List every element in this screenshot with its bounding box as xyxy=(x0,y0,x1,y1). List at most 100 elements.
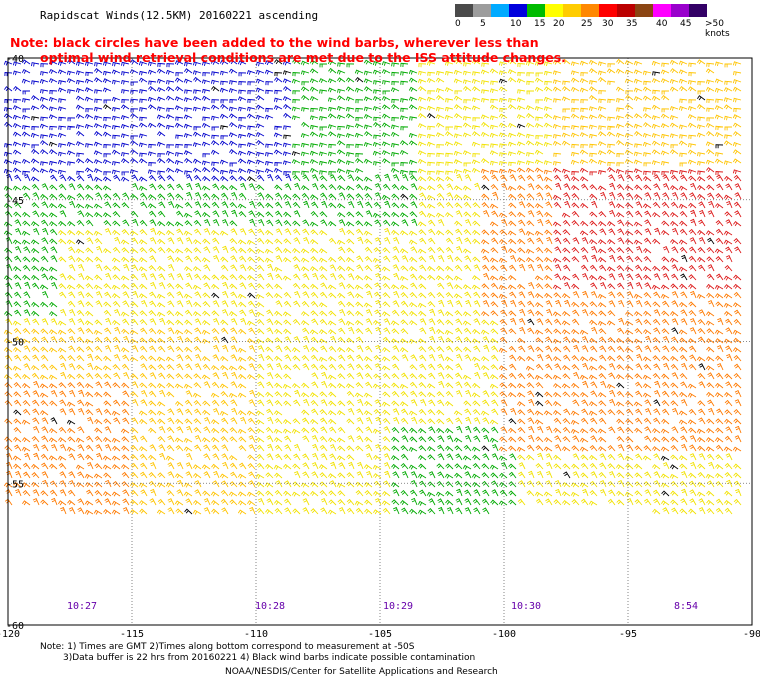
wind-barb xyxy=(292,355,301,362)
wind-barb xyxy=(13,301,22,308)
wind-barb xyxy=(336,114,346,120)
wind-barb xyxy=(644,407,652,416)
wind-barb xyxy=(471,97,481,103)
wind-barb xyxy=(696,428,706,434)
wind-barb xyxy=(669,86,679,92)
wind-barb xyxy=(183,437,193,443)
wind-barb xyxy=(679,346,688,353)
wind-barb xyxy=(355,157,364,164)
wind-barb xyxy=(40,134,49,139)
wind-barb xyxy=(400,193,409,200)
wind-barb xyxy=(483,344,490,353)
wind-barb xyxy=(355,99,364,104)
wind-barb xyxy=(462,79,472,85)
wind-barb xyxy=(195,182,202,191)
wind-barb xyxy=(517,426,526,434)
wind-barb xyxy=(319,417,328,425)
wind-barb xyxy=(463,327,472,335)
wind-barb xyxy=(463,201,472,209)
wind-barb xyxy=(698,201,706,209)
wind-barb xyxy=(49,174,58,182)
wind-barb xyxy=(328,329,337,335)
wind-barb xyxy=(220,489,229,497)
wind-barb xyxy=(625,364,634,371)
wind-barb xyxy=(391,390,400,398)
wind-barb xyxy=(400,319,409,326)
wind-barb xyxy=(148,80,157,85)
wind-barb xyxy=(670,169,679,175)
wind-barb xyxy=(149,281,157,290)
wind-barb xyxy=(130,454,139,461)
wind-barb xyxy=(274,382,283,389)
wind-barb xyxy=(356,372,364,380)
wind-barb xyxy=(338,506,346,515)
wind-barb xyxy=(301,185,310,191)
wind-barb xyxy=(607,221,616,227)
wind-barb xyxy=(400,499,409,506)
wind-barb xyxy=(112,106,121,112)
wind-barb xyxy=(481,202,490,209)
wind-barb xyxy=(175,210,184,218)
wind-barb xyxy=(114,236,121,245)
wind-barb xyxy=(248,444,256,452)
wind-barb xyxy=(148,174,157,182)
wind-barb xyxy=(616,153,625,158)
wind-barb xyxy=(545,453,553,461)
wind-barb xyxy=(679,162,688,167)
wind-barb xyxy=(194,434,202,443)
wind-barb xyxy=(633,60,643,66)
wind-barb xyxy=(644,282,652,290)
wind-barb xyxy=(114,326,121,335)
wind-barb xyxy=(40,354,49,362)
wind-barb xyxy=(337,426,346,434)
wind-barb xyxy=(400,292,409,299)
wind-barb xyxy=(256,373,265,380)
wind-barb xyxy=(203,471,211,479)
wind-barb xyxy=(723,160,733,166)
wind-barb xyxy=(328,310,337,317)
wind-barb xyxy=(310,107,319,113)
wind-barb xyxy=(256,481,265,488)
wind-barb xyxy=(563,174,571,182)
wind-barb xyxy=(706,499,715,506)
wind-barb xyxy=(167,507,175,515)
wind-barb xyxy=(445,274,454,281)
wind-barb xyxy=(400,185,409,191)
wind-barb xyxy=(184,346,193,353)
wind-barb xyxy=(573,344,580,353)
wind-barb xyxy=(661,210,670,218)
wind-barb xyxy=(84,203,94,209)
wind-barb xyxy=(130,247,139,254)
wind-barb xyxy=(39,168,49,174)
wind-barb xyxy=(597,113,607,119)
wind-barb xyxy=(50,480,58,488)
wind-barb xyxy=(561,275,571,281)
wind-barb xyxy=(229,436,238,443)
wind-barb xyxy=(571,247,580,254)
wind-barb xyxy=(625,427,634,434)
wind-barb xyxy=(33,452,40,461)
wind-barb xyxy=(255,87,265,93)
wind-barb xyxy=(589,86,598,92)
wind-barb xyxy=(436,201,445,209)
wind-barb xyxy=(174,160,184,165)
wind-barb xyxy=(311,174,319,182)
wind-barb xyxy=(346,498,355,506)
legend-color-bar xyxy=(455,4,707,17)
wind-barb xyxy=(93,473,103,479)
wind-barb xyxy=(255,293,265,299)
wind-barb xyxy=(687,149,697,155)
wind-barb xyxy=(247,355,256,362)
wind-barb xyxy=(418,418,427,425)
wind-barb xyxy=(427,90,436,95)
wind-barb xyxy=(228,365,238,371)
wind-barb xyxy=(617,192,625,200)
wind-barb xyxy=(609,389,616,398)
wind-barb xyxy=(535,498,544,506)
wind-barb xyxy=(445,373,454,380)
wind-barb xyxy=(346,144,355,149)
wind-barb xyxy=(103,220,112,227)
wind-barb xyxy=(274,72,283,77)
wind-barb xyxy=(499,472,508,479)
wind-barb xyxy=(625,247,634,254)
